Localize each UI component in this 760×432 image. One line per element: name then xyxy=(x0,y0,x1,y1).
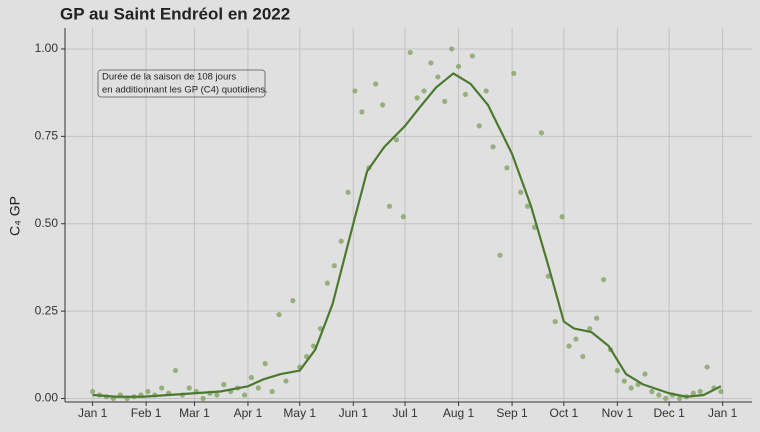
annotation-line: en additionnant les GP (C4) quotidiens. xyxy=(102,85,268,96)
x-tick-label: Jan 1 xyxy=(708,406,738,420)
data-point xyxy=(352,88,358,94)
data-point xyxy=(200,395,206,402)
data-point xyxy=(518,189,524,195)
data-point xyxy=(511,70,517,77)
data-point xyxy=(455,63,462,70)
data-point xyxy=(497,252,503,258)
x-tick-label: Feb 1 xyxy=(131,406,162,420)
data-point xyxy=(373,81,379,87)
x-tick-label: Dec 1 xyxy=(653,406,685,420)
data-point xyxy=(642,371,648,377)
x-tick-label: Mar 1 xyxy=(179,406,210,420)
data-point xyxy=(428,60,434,66)
x-tick-label: May 1 xyxy=(283,406,316,420)
data-point xyxy=(559,214,565,220)
data-point xyxy=(421,88,427,94)
data-point xyxy=(614,367,620,374)
data-point xyxy=(172,367,179,374)
annotation-line: Durée de la saison de 108 jours xyxy=(102,72,236,83)
x-tick-label: Sep 1 xyxy=(496,406,528,420)
data-point xyxy=(386,203,393,209)
data-point xyxy=(628,385,634,391)
annotation-box xyxy=(97,69,266,98)
data-point xyxy=(407,49,413,56)
data-point xyxy=(573,336,579,342)
data-point xyxy=(718,388,724,395)
data-point xyxy=(525,203,531,209)
x-tick-label: Nov 1 xyxy=(602,406,634,420)
data-point xyxy=(697,388,703,395)
data-point xyxy=(255,385,261,391)
data-point xyxy=(504,165,510,171)
data-point xyxy=(649,388,655,395)
smooth-line xyxy=(92,72,722,398)
data-point xyxy=(248,374,255,381)
data-point xyxy=(462,91,469,98)
data-point xyxy=(580,353,586,360)
data-point xyxy=(324,280,330,286)
y-tick-label: 0.00 xyxy=(35,391,59,405)
data-point xyxy=(469,53,475,59)
data-point xyxy=(345,189,351,195)
data-point xyxy=(621,378,627,384)
data-point xyxy=(483,88,489,94)
data-point xyxy=(435,74,441,80)
data-point xyxy=(663,395,669,402)
data-point xyxy=(221,381,227,388)
x-tick-label: Aug 1 xyxy=(443,406,475,420)
data-point xyxy=(545,273,551,279)
data-point xyxy=(656,392,662,398)
data-point xyxy=(400,214,406,220)
data-point xyxy=(214,392,220,398)
data-point xyxy=(90,388,96,395)
data-point xyxy=(290,298,296,304)
y-axis-title: C₄ GP xyxy=(7,196,23,236)
data-point xyxy=(262,360,268,367)
x-tick-label: Jun 1 xyxy=(339,406,369,420)
data-point xyxy=(241,392,248,398)
data-point xyxy=(145,388,151,395)
data-point xyxy=(331,263,337,269)
data-point xyxy=(310,343,317,349)
x-tick-label: Jul 1 xyxy=(392,406,418,420)
data-point xyxy=(449,46,455,52)
data-point xyxy=(704,364,710,370)
data-point xyxy=(276,312,282,318)
data-point xyxy=(393,137,400,143)
data-point xyxy=(594,315,600,321)
data-point xyxy=(380,102,386,108)
y-tick-label: 1.00 xyxy=(35,41,59,55)
data-point xyxy=(600,277,607,283)
data-point xyxy=(269,388,275,395)
data-point xyxy=(552,319,558,325)
chart-title: GP au Saint Endréol en 2022 xyxy=(60,4,290,23)
y-tick-label: 0.50 xyxy=(35,216,59,230)
data-point xyxy=(538,130,545,136)
data-point xyxy=(690,390,696,396)
x-tick-label: Jan 1 xyxy=(78,406,108,420)
data-point xyxy=(159,385,165,391)
data-point xyxy=(359,109,365,115)
data-point xyxy=(566,343,572,349)
data-point xyxy=(587,325,593,332)
data-point xyxy=(338,238,344,244)
data-point xyxy=(414,95,420,101)
data-point xyxy=(442,98,448,105)
data-point xyxy=(476,123,482,129)
x-tick-label: Apr 1 xyxy=(234,406,263,420)
data-point xyxy=(283,378,289,384)
data-point xyxy=(186,385,192,391)
y-tick-label: 0.25 xyxy=(35,303,59,317)
x-tick-label: Oct 1 xyxy=(550,406,579,420)
data-point xyxy=(490,144,496,150)
y-tick-label: 0.75 xyxy=(35,129,59,143)
data-point xyxy=(676,395,683,402)
